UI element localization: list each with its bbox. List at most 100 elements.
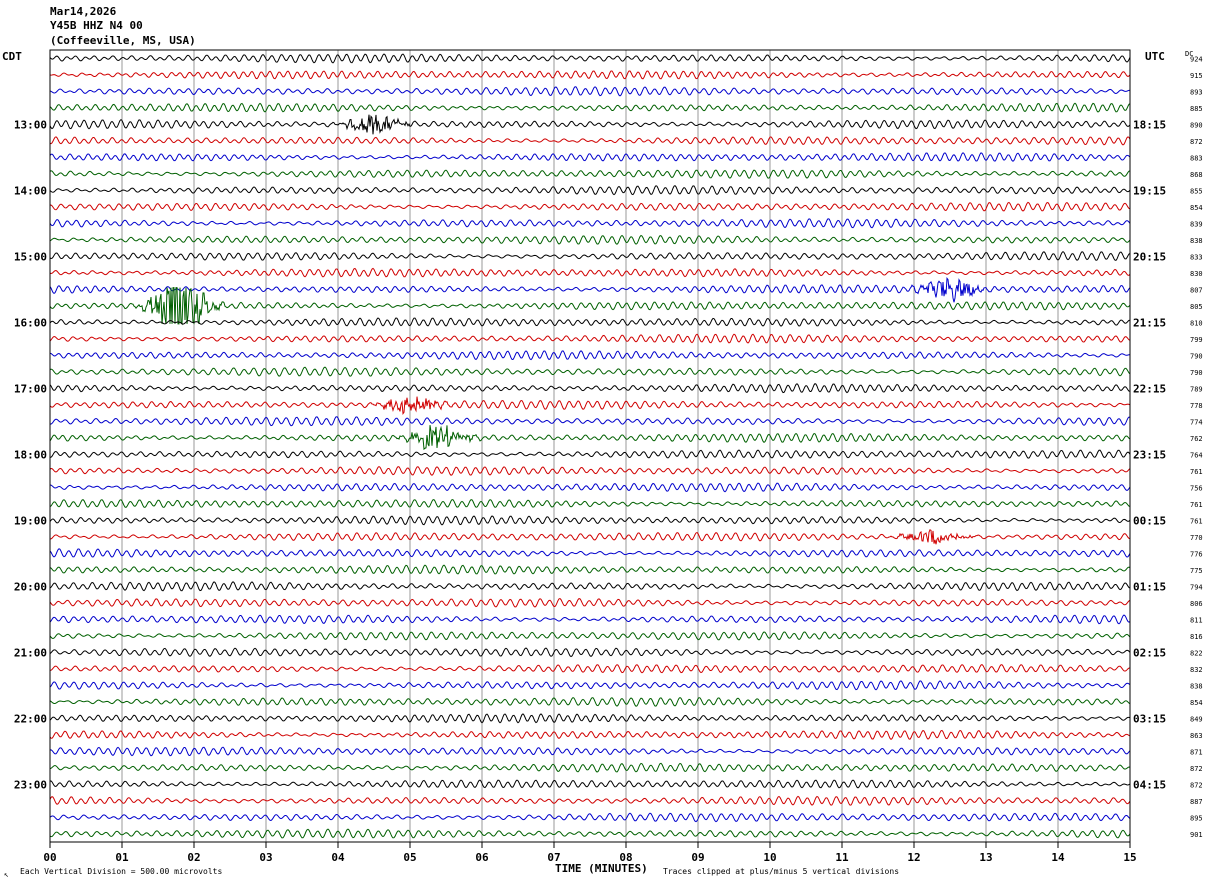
x-axis-label: TIME (MINUTES) (555, 862, 648, 875)
trace-row (49, 152, 1131, 162)
dc-offset-label: 807 (1190, 286, 1203, 294)
dc-offset-label: 855 (1190, 187, 1203, 195)
left-hour-label: 18:00 (14, 448, 47, 461)
dc-offset-label: 849 (1190, 715, 1203, 723)
dc-offset-label: 794 (1190, 583, 1203, 591)
dc-offset-label: 761 (1190, 468, 1203, 476)
trace-row (49, 614, 1131, 625)
right-hour-label: 04:15 (1133, 778, 1166, 791)
trace-row (49, 287, 1131, 326)
trace-row (49, 396, 1131, 415)
right-hour-label: 23:15 (1133, 448, 1166, 461)
dc-offset-label: 756 (1190, 484, 1203, 492)
dc-offset-label: 890 (1190, 121, 1203, 129)
trace-row (49, 425, 1131, 451)
trace-row (49, 383, 1131, 394)
dc-offset-label: 789 (1190, 385, 1203, 393)
dc-offset-label: 830 (1190, 270, 1203, 278)
dc-offset-label: 839 (1190, 220, 1203, 228)
x-tick-label: 03 (259, 851, 272, 864)
trace-row (49, 114, 1131, 135)
trace-row (49, 515, 1131, 526)
grid-lines (121, 50, 1059, 842)
dc-offset-label: 816 (1190, 633, 1203, 641)
x-tick-label: 04 (331, 851, 345, 864)
trace-row (49, 581, 1131, 592)
trace-row (49, 548, 1131, 558)
dc-offset-label: 790 (1190, 369, 1203, 377)
trace-row (49, 647, 1131, 658)
trace-row (49, 251, 1131, 261)
dc-offset-label: 764 (1190, 451, 1203, 459)
x-tick-label: 14 (1051, 851, 1065, 864)
x-tick-label: 10 (763, 851, 776, 864)
dc-offset-label: 776 (1190, 550, 1203, 558)
trace-row (49, 102, 1131, 113)
left-hour-label: 16:00 (14, 316, 47, 329)
header-date: Mar14,2026 (50, 5, 117, 18)
plot-frame (49, 49, 1131, 843)
dc-offset-label: 854 (1190, 204, 1203, 212)
dc-label: DC (1185, 50, 1194, 58)
right-hour-label: 20:15 (1133, 250, 1166, 263)
trace-row (49, 696, 1131, 707)
trace-row (49, 779, 1131, 789)
trace-row (49, 466, 1131, 476)
trace-row (49, 267, 1131, 278)
dc-offset-label: 915 (1190, 72, 1203, 80)
trace-row (49, 631, 1131, 641)
x-tick-label: 01 (115, 851, 129, 864)
dc-offset-label: 822 (1190, 649, 1203, 657)
dc-offset-label: 774 (1190, 418, 1203, 426)
dc-offset-label: 893 (1190, 88, 1203, 96)
trace-row (49, 746, 1131, 757)
dc-offset-label: 924 (1190, 55, 1203, 63)
left-hour-label: 17:00 (14, 382, 47, 395)
trace-row (49, 449, 1131, 459)
x-tick-label: 00 (43, 851, 56, 864)
trace-row (49, 350, 1131, 361)
trace-row (49, 317, 1131, 327)
x-tick-label: 11 (835, 851, 849, 864)
trace-row (49, 762, 1131, 773)
dc-offset-label: 838 (1190, 682, 1203, 690)
trace-row (49, 713, 1131, 724)
dc-offset-label: 761 (1190, 517, 1203, 525)
dc-offset-label: 854 (1190, 699, 1203, 707)
trace-row (49, 86, 1131, 97)
trace-row (49, 564, 1131, 575)
trace-row (49, 276, 1131, 303)
left-hour-label: 14:00 (14, 184, 47, 197)
dc-offset-label: 790 (1190, 352, 1203, 360)
x-tick-label: 02 (187, 851, 200, 864)
dc-offset-label: 887 (1190, 798, 1203, 806)
x-tick-label: 06 (475, 851, 489, 864)
scale-note: Each Vertical Division = 500.00 microvol… (20, 867, 223, 876)
dc-offset-label: 810 (1190, 319, 1203, 327)
trace-row (49, 70, 1131, 80)
left-hour-label: 19:00 (14, 514, 47, 527)
right-hour-label: 18:15 (1133, 118, 1166, 131)
left-hour-label: 20:00 (14, 580, 47, 593)
header-location: (Coffeeville, MS, USA) (50, 34, 196, 47)
x-tick-label: 05 (403, 851, 416, 864)
clip-note: Traces clipped at plus/minus 5 vertical … (663, 867, 900, 876)
trace-row (49, 482, 1131, 493)
left-hour-label: 21:00 (14, 646, 47, 659)
left-axis-label: CDT (2, 50, 22, 63)
right-hour-label: 19:15 (1133, 184, 1166, 197)
trace-row (49, 499, 1131, 508)
dc-offset-label: 761 (1190, 501, 1203, 509)
left-hour-label: 23:00 (14, 778, 47, 791)
dc-offset-label: 806 (1190, 600, 1203, 608)
trace-row (49, 184, 1131, 196)
arrow-mark-icon: ↖ (4, 870, 9, 879)
x-tick-label: 07 (547, 851, 560, 864)
dc-offset-label: 778 (1190, 402, 1203, 410)
trace-row (49, 729, 1131, 740)
dc-offset-label: 832 (1190, 666, 1203, 674)
dc-offset-label: 811 (1190, 616, 1203, 624)
trace-row (49, 597, 1131, 608)
dc-offset-label: 762 (1190, 435, 1203, 443)
